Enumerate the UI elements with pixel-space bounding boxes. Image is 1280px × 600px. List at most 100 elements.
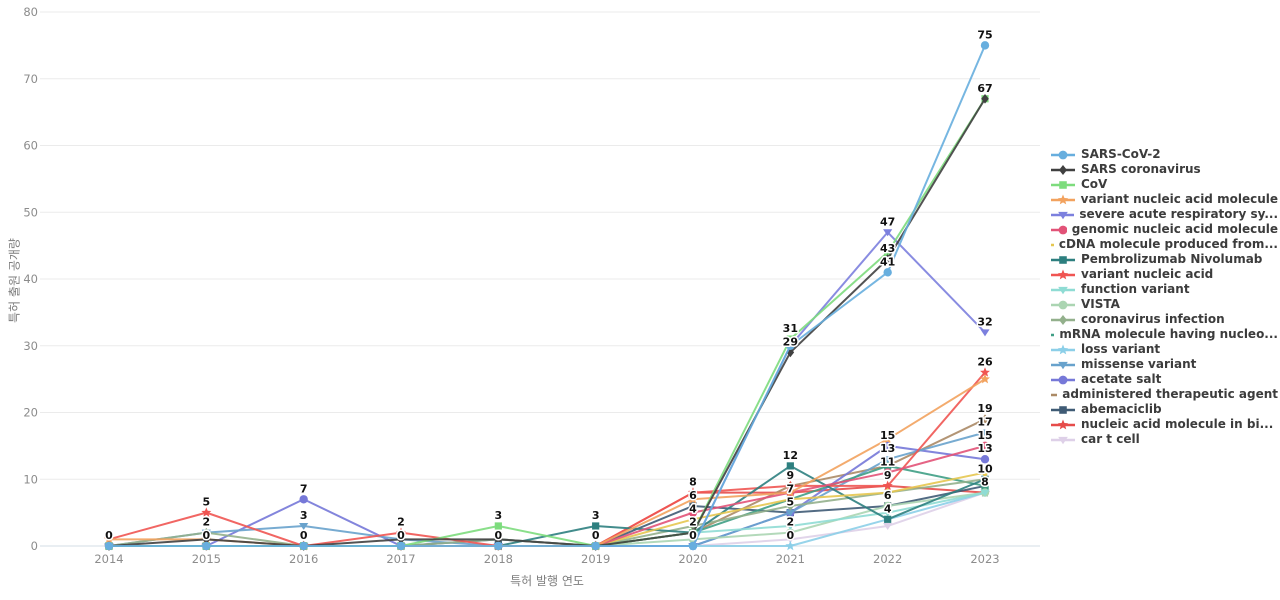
legend-item-cov[interactable]: CoV [1050, 177, 1278, 192]
point-label-acetate-salt-2016: 7 [300, 482, 308, 495]
legend-item-severe-acute-respiratory-sy[interactable]: severe acute respiratory sy... [1050, 207, 1278, 222]
x-tick-2021: 2021 [776, 552, 805, 566]
series-line-sars-coronavirus [108, 97, 986, 547]
point-label-sars-cov-2-2014: 0 [105, 529, 113, 542]
legend-item-pembrolizumab-nivolumab[interactable]: Pembrolizumab Nivolumab [1050, 252, 1278, 267]
series-line-variant-nucleic-acid [108, 371, 986, 547]
point-label-cov-2023: 67 [977, 82, 992, 95]
legend-marker-icon [1051, 314, 1075, 325]
legend-marker-icon [1051, 243, 1054, 246]
series-markers-sars-cov-2 [104, 41, 990, 551]
point-label-missense-variant-2016: 3 [300, 509, 308, 522]
x-tick-2018: 2018 [484, 552, 513, 566]
point-label-variant-nucleic-acid-2023: 26 [977, 355, 993, 368]
legend-label: severe acute respiratory sy... [1079, 207, 1278, 221]
legend-item-genomic-nucleic-acid-molecule[interactable]: genomic nucleic acid molecule [1050, 222, 1278, 237]
point-label-variant-nucleic-acid-2022: 9 [884, 469, 892, 482]
series-cov [105, 95, 989, 550]
y-tick-10: 10 [23, 472, 38, 486]
legend-label: SARS-CoV-2 [1081, 147, 1161, 161]
point-label-sars-cov-2-2023: 75 [977, 28, 992, 41]
point-label-pembrolizumab-nivolumab-2021: 12 [783, 449, 798, 462]
legend-item-vista[interactable]: VISTA [1050, 297, 1278, 312]
legend-label: abemaciclib [1081, 402, 1162, 416]
y-tick-0: 0 [31, 539, 38, 553]
legend-marker-icon [1051, 436, 1075, 444]
legend-label: variant nucleic acid molecule [1080, 192, 1278, 206]
legend-item-sars-cov-2[interactable]: SARS-CoV-2 [1050, 147, 1278, 162]
point-label-sars-cov-2-2016: 0 [300, 529, 308, 542]
series-markers-cdna-molecule-produced-from [105, 467, 989, 551]
point-label-variant-nucleic-acid-2015: 5 [203, 496, 211, 509]
legend-label: cDNA molecule produced from... [1058, 237, 1278, 251]
point-label-sars-cov-2-2018: 0 [495, 529, 503, 542]
legend-marker-icon [1051, 211, 1075, 219]
legend-item-sars-coronavirus[interactable]: SARS coronavirus [1050, 162, 1278, 177]
legend-marker-icon [1051, 393, 1058, 396]
legend-marker-icon [1051, 255, 1075, 264]
legend-item-administered-therapeutic-agent[interactable]: administered therapeutic agent [1050, 387, 1278, 402]
legend-item-coronavirus-infection[interactable]: coronavirus infection [1050, 312, 1278, 327]
series-sars-cov-2 [104, 41, 990, 551]
legend-marker-icon [1051, 286, 1075, 294]
legend-marker-icon [1051, 361, 1075, 369]
legend: SARS-CoV-2 SARS coronavirus CoV variant nuc… [1050, 147, 1278, 447]
point-label-loss-variant-2021: 0 [787, 529, 795, 542]
legend-item-loss-variant[interactable]: loss variant [1050, 342, 1278, 357]
legend-marker-icon [1051, 300, 1075, 309]
legend-item-acetate-salt[interactable]: acetate salt [1050, 372, 1278, 387]
legend-item-variant-nucleic-acid[interactable]: variant nucleic acid [1050, 267, 1278, 282]
series-line-mrna-molecule-having-nucleo [108, 464, 986, 547]
y-tick-30: 30 [23, 339, 38, 353]
legend-label: Pembrolizumab Nivolumab [1081, 252, 1263, 266]
x-tick-2015: 2015 [192, 552, 221, 566]
point-label-pembrolizumab-nivolumab-2022: 4 [884, 502, 892, 515]
point-label-administered-therapeutic-agent-2021: 9 [787, 469, 795, 482]
series-markers-sars-coronavirus [105, 93, 989, 551]
point-label-vista-2021: 2 [787, 516, 795, 529]
legend-label: genomic nucleic acid molecule [1071, 222, 1278, 236]
point-label-sars-cov-2-2017: 0 [397, 529, 405, 542]
point-label-sars-cov-2-2019: 0 [592, 529, 600, 542]
point-label-sars-cov-2-2022: 41 [880, 255, 895, 268]
legend-marker-icon [1051, 194, 1075, 204]
point-label-sars-coronavirus-2021: 29 [783, 335, 798, 348]
point-label-nucleic-acid-molecule-in-bi-2020: 8 [689, 476, 697, 489]
x-tick-2022: 2022 [873, 552, 902, 566]
x-tick-2020: 2020 [678, 552, 707, 566]
point-label-abemaciclib-2020: 6 [689, 489, 697, 502]
legend-item-variant-nucleic-acid-molecule[interactable]: variant nucleic acid molecule [1050, 192, 1278, 207]
legend-item-nucleic-acid-molecule-in-bi[interactable]: nucleic acid molecule in bi... [1050, 417, 1278, 432]
legend-item-function-variant[interactable]: function variant [1050, 282, 1278, 297]
legend-item-abemaciclib[interactable]: abemaciclib [1050, 402, 1278, 417]
series-sars-coronavirus [105, 93, 989, 551]
legend-marker-icon [1051, 344, 1075, 354]
point-label-severe-acute-respiratory-sy-2023: 32 [977, 315, 992, 328]
legend-marker-icon [1051, 150, 1075, 159]
point-label-abemaciclib-2021: 5 [787, 496, 795, 509]
legend-label: CoV [1081, 177, 1108, 191]
legend-marker-icon [1051, 419, 1075, 429]
legend-label: variant nucleic acid [1081, 267, 1214, 281]
y-tick-20: 20 [23, 406, 38, 420]
point-label-severe-acute-respiratory-sy-2020: 0 [689, 529, 697, 542]
legend-marker-icon [1051, 225, 1067, 234]
legend-marker-icon [1051, 375, 1075, 384]
legend-label: acetate salt [1081, 372, 1162, 386]
point-label-sars-coronavirus-2022: 43 [880, 242, 895, 255]
point-label-missense-variant-2022: 13 [880, 442, 895, 455]
legend-label: VISTA [1081, 297, 1120, 311]
legend-item-missense-variant[interactable]: missense variant [1050, 357, 1278, 372]
legend-item-car-t-cell[interactable]: car t cell [1050, 432, 1278, 447]
x-tick-2014: 2014 [94, 552, 123, 566]
series-markers-nucleic-acid-molecule-in-bi [104, 480, 990, 551]
x-tick-2016: 2016 [289, 552, 318, 566]
legend-label: nucleic acid molecule in bi... [1081, 417, 1274, 431]
legend-item-mrna-molecule-having-nucleo[interactable]: mRNA molecule having nucleo... [1050, 327, 1278, 342]
legend-item-cdna-molecule-produced-from[interactable]: cDNA molecule produced from... [1050, 237, 1278, 252]
legend-label: car t cell [1081, 432, 1140, 446]
point-label-missense-variant-2023: 17 [977, 416, 992, 429]
point-label-administered-therapeutic-agent-2023: 19 [977, 402, 992, 415]
y-tick-50: 50 [23, 205, 38, 219]
point-label-cdna-molecule-produced-from-2020: 4 [689, 502, 697, 515]
